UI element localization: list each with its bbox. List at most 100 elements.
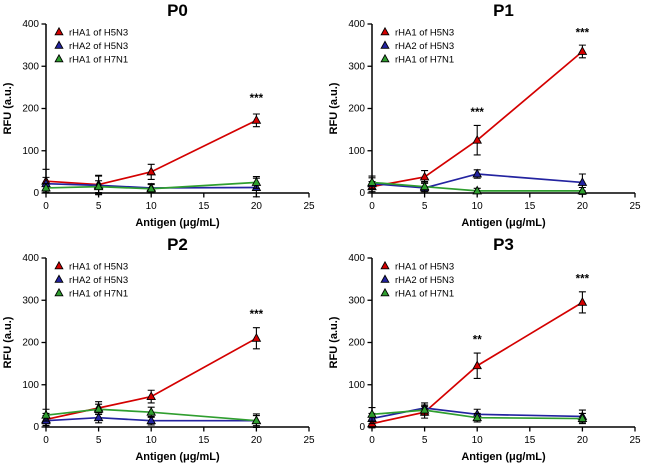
y-tick-label: 200 [23, 104, 40, 115]
triangle-marker [54, 260, 64, 270]
chart-panel-p0: P0 0 100 200 300 400 0 5 10 15 20 25 Antigen (μg/mL)… [0, 0, 325, 233]
triangle-marker [380, 54, 390, 63]
x-axis-label: Antigen (μg/mL) [136, 451, 221, 463]
y-axis-label: RFU (a.u.) [328, 316, 340, 368]
legend-item: rHA1 of H5N3 [380, 260, 454, 272]
y-tick-label: 200 [23, 337, 40, 348]
legend-item: rHA1 of H5N3 [54, 260, 128, 272]
y-tick-label: 400 [348, 19, 365, 30]
triangle-marker [366, 408, 377, 418]
x-axis-label: Antigen (μg/mL) [461, 451, 546, 463]
y-tick-label: 300 [348, 62, 365, 73]
triangle-marker [146, 166, 157, 176]
triangle-marker [380, 260, 390, 270]
significance-stars: ** [472, 334, 481, 346]
y-tick-label: 100 [23, 146, 40, 157]
y-tick-label: 300 [348, 295, 365, 306]
x-tick-label: 0 [43, 201, 49, 212]
chart-title: P3 [493, 235, 514, 254]
triangle-marker [380, 27, 390, 36]
triangle-marker [419, 181, 430, 191]
x-axis-label: Antigen (μg/mL) [461, 217, 546, 229]
x-tick-label: 25 [304, 201, 316, 212]
triangle-marker [146, 183, 157, 193]
legend-item: rHA2 of H5N3 [54, 40, 128, 52]
triangle-marker [54, 54, 64, 63]
y-tick-label: 400 [348, 253, 365, 264]
series-line [46, 416, 257, 422]
legend-item: rHA1 of H7N1 [54, 287, 128, 299]
significance-stars: *** [575, 273, 589, 285]
x-tick-label: 10 [471, 435, 483, 446]
y-tick-label: 200 [348, 104, 365, 115]
x-tick-label: 20 [251, 201, 263, 212]
triangle-marker [366, 177, 377, 187]
series-line [371, 51, 583, 188]
triangle-marker [54, 274, 64, 283]
x-tick-label: 15 [524, 201, 536, 212]
triangle-marker [472, 135, 482, 144]
significance-stars: *** [250, 93, 264, 105]
triangle-marker [146, 415, 157, 424]
triangle-marker [94, 412, 104, 421]
series-line [371, 406, 583, 420]
x-tick-label: 0 [43, 435, 49, 446]
legend-label: rHA1 of H7N1 [395, 55, 454, 66]
triangle-marker [251, 177, 262, 187]
legend-label: rHA2 of H5N3 [69, 275, 128, 286]
triangle-marker [54, 287, 64, 297]
legend-label: rHA1 of H5N3 [395, 261, 454, 272]
y-tick-label: 300 [23, 62, 40, 73]
y-tick-label: 100 [23, 380, 40, 391]
x-tick-label: 10 [146, 435, 158, 446]
x-tick-label: 10 [146, 201, 158, 212]
legend-item: rHA1 of H5N3 [54, 27, 128, 39]
triangle-marker [380, 287, 390, 297]
y-tick-label: 400 [23, 19, 40, 30]
legend-item: rHA1 of H5N3 [380, 27, 454, 39]
series-line [371, 408, 583, 420]
triangle-marker [577, 296, 587, 306]
y-axis-label: RFU (a.u.) [328, 82, 340, 134]
chart-panel-p1: P1 0 100 200 300 400 0 5 10 15 20 25 Antigen (μg/mL)… [326, 0, 651, 233]
legend-item: rHA2 of H5N3 [54, 274, 128, 286]
triangle-marker [251, 332, 262, 342]
y-axis-label: RFU (a.u.) [2, 316, 14, 368]
y-tick-label: 200 [348, 337, 365, 348]
triangle-marker [419, 171, 430, 181]
x-tick-label: 15 [198, 201, 210, 212]
series-line [371, 301, 583, 425]
chart-title: P2 [167, 235, 188, 254]
triangle-marker [577, 46, 587, 56]
x-tick-label: 5 [96, 435, 102, 446]
x-tick-label: 5 [96, 201, 102, 212]
legend-label: rHA1 of H5N3 [69, 261, 128, 272]
triangle-marker [472, 412, 482, 421]
y-axis-label: RFU (a.u.) [2, 82, 14, 134]
x-tick-label: 15 [198, 435, 210, 446]
legend-item: rHA1 of H7N1 [380, 287, 454, 299]
y-tick-label: 400 [23, 253, 40, 264]
legend-label: rHA1 of H5N3 [69, 28, 128, 39]
series-line [46, 183, 257, 190]
x-tick-label: 25 [629, 435, 641, 446]
triangle-marker [146, 390, 157, 400]
triangle-marker [419, 404, 430, 414]
x-tick-label: 15 [524, 435, 536, 446]
legend-label: rHA2 of H5N3 [395, 41, 454, 52]
legend-item: rHA2 of H5N3 [380, 40, 454, 52]
x-tick-label: 20 [577, 435, 589, 446]
chart-title: P0 [167, 1, 188, 20]
series-line [46, 119, 258, 186]
legend-label: rHA1 of H7N1 [69, 55, 128, 66]
legend-item: rHA2 of H5N3 [380, 274, 454, 286]
x-tick-label: 0 [369, 435, 375, 446]
series-line [46, 181, 257, 190]
x-tick-label: 25 [304, 435, 316, 446]
triangle-marker [472, 185, 482, 195]
y-tick-label: 0 [34, 422, 40, 433]
series-line [371, 181, 583, 192]
triangle-marker [472, 168, 482, 178]
legend-item: rHA1 of H7N1 [380, 54, 454, 66]
